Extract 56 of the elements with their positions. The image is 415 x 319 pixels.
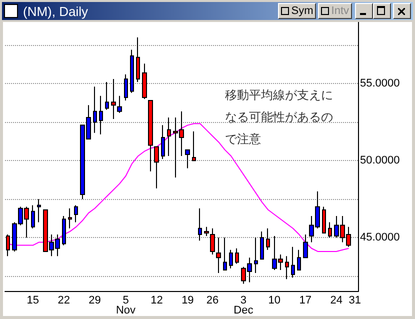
candlestick <box>235 248 239 264</box>
x-tick-label: 24 <box>330 294 342 306</box>
candlestick <box>303 234 308 258</box>
candlestick <box>31 204 35 229</box>
candlestick <box>297 249 301 270</box>
text: Sym <box>291 4 314 18</box>
y-tick-label: 50.0000 <box>360 154 400 167</box>
candlestick <box>204 226 209 237</box>
x-tick-label: 15 <box>26 294 39 306</box>
candlestick <box>328 222 332 238</box>
x-tick-label: 5 Nov <box>116 294 136 316</box>
candlestick <box>111 78 116 120</box>
candlestick <box>148 100 153 172</box>
text: Intv <box>331 4 349 18</box>
x-tick-label: 19 <box>182 294 194 306</box>
candlestick <box>185 149 190 169</box>
x-tick-label: 3 Dec <box>234 294 254 316</box>
candlestick <box>161 124 165 160</box>
x-tick-label: 31 <box>348 294 362 306</box>
candlestick <box>62 216 66 246</box>
candlestick <box>198 208 202 242</box>
candlestick <box>291 246 295 278</box>
candlestick <box>117 95 122 114</box>
x-tick-label: 17 <box>299 294 312 306</box>
candlestick <box>216 237 221 274</box>
candlestick <box>285 256 289 280</box>
line-series <box>8 123 350 252</box>
candlestick <box>74 204 78 223</box>
candlestick <box>210 228 215 256</box>
candlestick <box>192 130 196 162</box>
candlestick <box>260 230 264 260</box>
candlestick <box>105 82 109 110</box>
candlestick <box>266 228 270 250</box>
candlestick <box>68 208 72 229</box>
x-tick-label: 22 <box>58 294 70 306</box>
x-tick-label: 26 <box>206 294 219 306</box>
candlestick <box>130 49 134 94</box>
candlestick <box>37 198 41 223</box>
candlestick <box>229 249 233 269</box>
candlestick <box>99 95 103 135</box>
candlestick <box>167 116 171 156</box>
chart-title: (NM), Daily <box>23 4 89 18</box>
candlestick <box>124 74 128 102</box>
candlestick <box>6 234 10 257</box>
candlestick <box>136 36 140 83</box>
candlestick <box>154 146 159 189</box>
y-tick-label: 45.0000 <box>360 232 400 244</box>
y-tick-label: 55.0000 <box>360 78 400 90</box>
candlestick <box>93 86 97 134</box>
candlestick <box>254 237 258 274</box>
x-tick-label: 29 <box>88 294 101 306</box>
candlestick <box>322 206 326 234</box>
candlestick <box>142 63 147 100</box>
x-tick-label: 10 <box>268 294 281 306</box>
x-tick-label: 12 <box>150 294 163 306</box>
candlestick <box>223 237 227 270</box>
